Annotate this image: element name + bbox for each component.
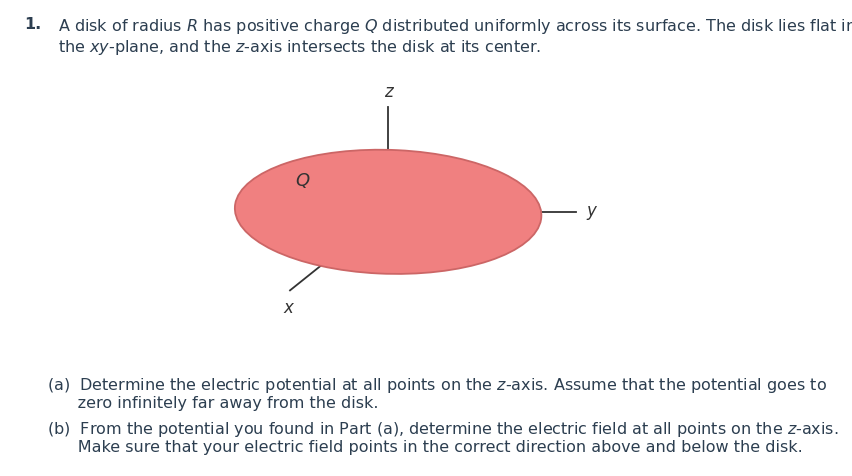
- Text: x: x: [283, 299, 293, 317]
- Text: z: z: [383, 83, 392, 101]
- Text: Q: Q: [296, 172, 309, 190]
- Text: Make sure that your electric field points in the correct direction above and bel: Make sure that your electric field point…: [47, 440, 802, 455]
- Text: (a)  Determine the electric potential at all points on the $z$-axis. Assume that: (a) Determine the electric potential at …: [47, 376, 826, 395]
- Text: (b)  From the potential you found in Part (a), determine the electric field at a: (b) From the potential you found in Part…: [47, 420, 838, 439]
- Text: zero infinitely far away from the disk.: zero infinitely far away from the disk.: [47, 396, 378, 411]
- Text: A disk of radius $R$ has positive charge $Q$ distributed uniformly across its su: A disk of radius $R$ has positive charge…: [58, 17, 852, 36]
- Text: y: y: [585, 202, 596, 220]
- Text: the $xy$-plane, and the $z$-axis intersects the disk at its center.: the $xy$-plane, and the $z$-axis interse…: [58, 38, 540, 57]
- Text: 1.: 1.: [24, 17, 41, 32]
